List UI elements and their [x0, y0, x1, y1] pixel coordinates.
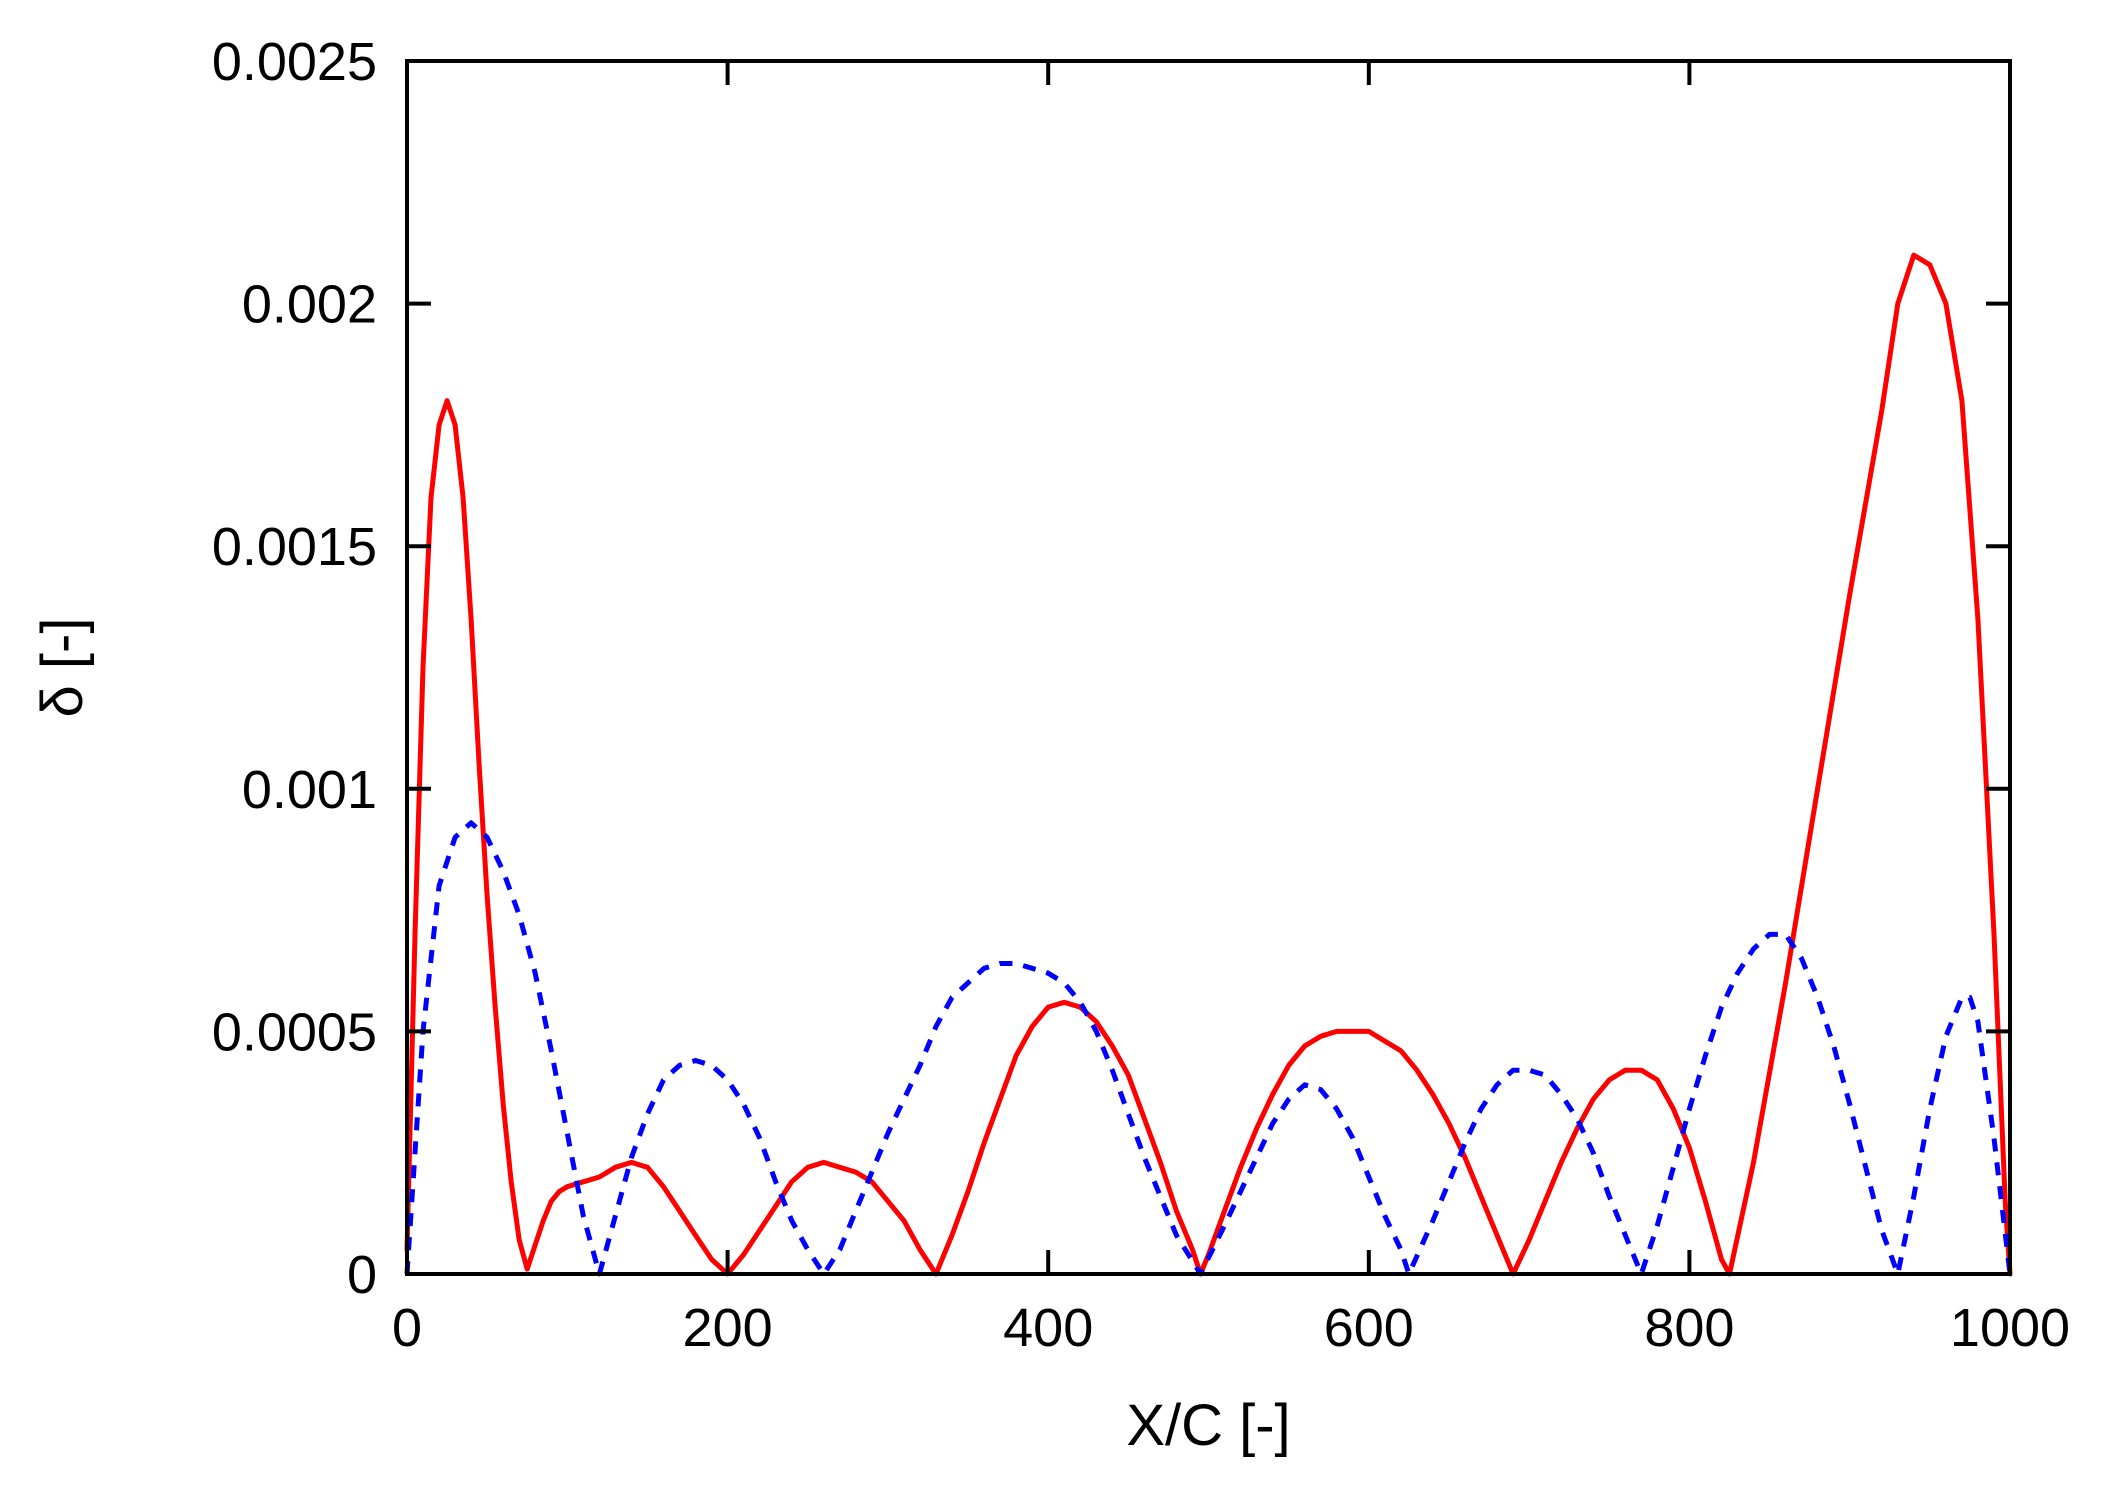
y-tick-label: 0.0005 — [212, 1002, 377, 1062]
x-tick-label: 1000 — [1950, 1298, 2070, 1358]
y-tick-label: 0.0025 — [212, 32, 377, 92]
series-line-2 — [404, 820, 2013, 1277]
y-tick-label: 0.0015 — [212, 517, 377, 577]
series-layer — [404, 252, 2013, 1277]
y-tick-label: 0.001 — [242, 760, 377, 820]
x-tick-label: 800 — [1644, 1298, 1734, 1358]
y-tick-label: 0.002 — [242, 275, 377, 335]
x-axis-ticks: 0 200 400 600 800 1000 — [392, 61, 2070, 1358]
x-tick-label: 0 — [392, 1298, 422, 1358]
x-tick-label: 200 — [683, 1298, 773, 1358]
series-line-1 — [404, 252, 2013, 1277]
y-axis-title: δ [-] — [30, 618, 95, 718]
x-tick-label: 600 — [1324, 1298, 1414, 1358]
plot-frame — [405, 59, 2012, 1276]
x-axis-title: X/C [-] — [1126, 1393, 1290, 1458]
y-axis-ticks: 0 0.0005 0.001 0.0015 0.002 0.0025 — [212, 32, 2010, 1305]
y-tick-label: 0 — [347, 1245, 377, 1305]
x-tick-label: 400 — [1003, 1298, 1093, 1358]
